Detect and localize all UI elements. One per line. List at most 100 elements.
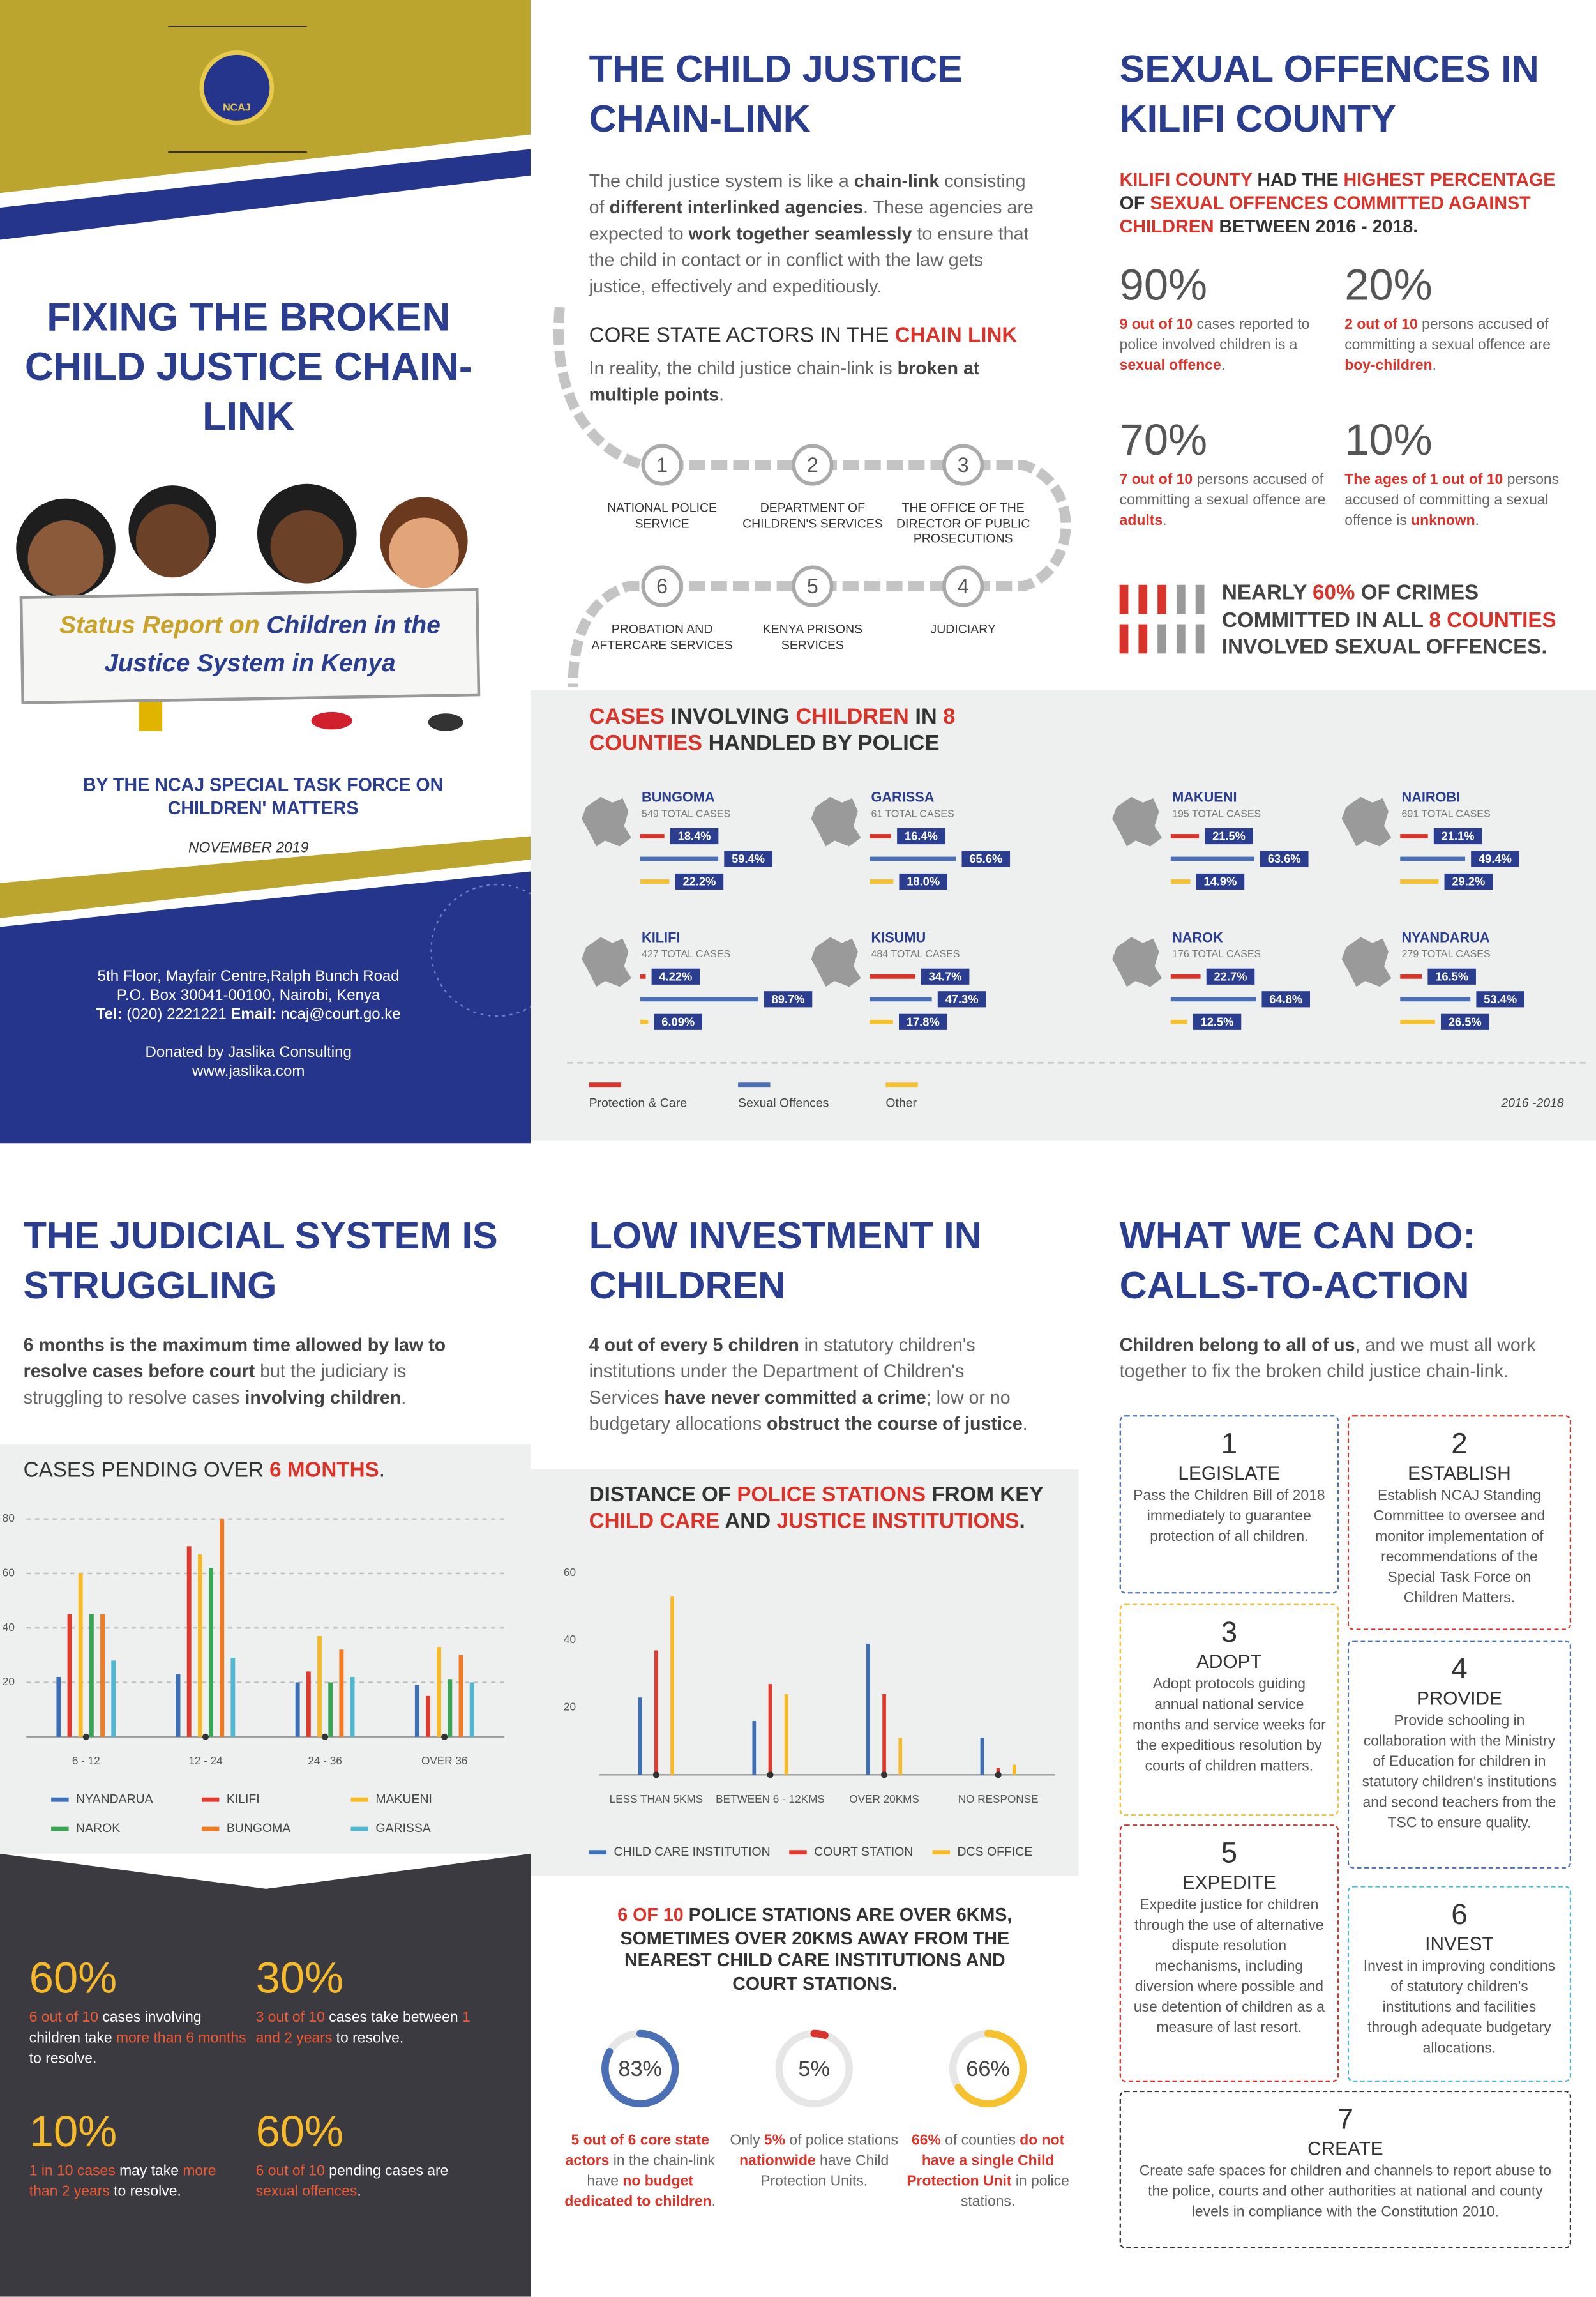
decoration bbox=[270, 510, 344, 584]
text-run: . bbox=[1432, 358, 1436, 375]
value-label-box bbox=[1206, 968, 1255, 985]
category-dot bbox=[881, 1771, 888, 1778]
address: 5th Floor, Mayfair Centre,Ralph Bunch Ro… bbox=[29, 968, 468, 1025]
value-label: 29.2% bbox=[1452, 874, 1485, 888]
action-card: 3 ADOPT Adopt protocols guiding annual nat… bbox=[1119, 1603, 1339, 1816]
donor-line: Donated by Jaslika Consulting bbox=[29, 1044, 468, 1063]
text-run: POLICE STATIONS ARE OVER 6KMS, SOMETIMES… bbox=[620, 1905, 1013, 1994]
donut-label: 83% bbox=[618, 2057, 662, 2081]
value-label: 21.1% bbox=[1442, 830, 1475, 843]
text-run: cases involving children take bbox=[29, 2010, 202, 2047]
text-run: 3 out of 10 bbox=[255, 2010, 325, 2027]
card-title: LEGISLATE bbox=[1178, 1462, 1281, 1484]
bar bbox=[426, 1695, 430, 1737]
text-run: to resolve. bbox=[332, 2030, 404, 2047]
action-card: 4 PROVIDE Provide schooling in collaborati… bbox=[1347, 1640, 1572, 1869]
card-title: CREATE bbox=[1307, 2137, 1383, 2160]
value-label: 4.22% bbox=[659, 969, 692, 983]
chart-title: DISTANCE OF POLICE STATIONS FROM KEY CHI… bbox=[589, 1482, 1064, 1535]
stat-value: 20% bbox=[1344, 261, 1433, 310]
node-number: 2 bbox=[807, 453, 818, 476]
value-label: 53.4% bbox=[1484, 992, 1517, 1006]
section-title: THE JUDICIAL SYSTEM IS STRUGGLING bbox=[23, 1213, 498, 1307]
value-label-box bbox=[921, 968, 970, 985]
text-run: have never committed a crime bbox=[664, 1387, 926, 1408]
node-number: 3 bbox=[958, 453, 969, 476]
text-run: consisting of bbox=[589, 171, 1026, 218]
decoration bbox=[135, 504, 209, 578]
card-title: PROVIDE bbox=[1416, 1687, 1502, 1709]
chain-node bbox=[641, 444, 683, 486]
text-run: boy-children bbox=[1344, 358, 1433, 375]
text-run: SEXUAL OFFENCES COMMITTED AGAINST CHILDR… bbox=[1119, 193, 1531, 237]
bar bbox=[784, 1694, 788, 1775]
address-line: Tel: (020) 2221221 Email: ncaj@court.go.… bbox=[29, 1006, 468, 1025]
bar bbox=[295, 1682, 300, 1737]
donut-arc bbox=[775, 2029, 853, 2108]
legend-label: MAKUENI bbox=[375, 1792, 432, 1806]
decoration bbox=[1138, 624, 1148, 654]
value-label-box bbox=[1196, 873, 1245, 890]
text-run: to ensure that the child in contact or i… bbox=[589, 224, 1029, 297]
judicial-intro: 6 months is the maximum time allowed by … bbox=[24, 1332, 450, 1411]
value-label-box bbox=[675, 873, 724, 890]
y-tick-label: 20 bbox=[564, 1701, 576, 1713]
bar bbox=[870, 997, 932, 1002]
byline: BY THE NCAJ SPECIAL TASK FORCE ON CHILDR… bbox=[82, 775, 444, 819]
text-run: nationwide bbox=[739, 2153, 816, 2170]
value-label-box bbox=[1261, 991, 1311, 1008]
text-run: to resolve. bbox=[109, 2184, 181, 2201]
text-run: CASES bbox=[589, 704, 665, 730]
bar bbox=[1170, 834, 1200, 838]
text-run: cases reported to police involved childr… bbox=[1119, 317, 1310, 354]
decoration bbox=[311, 711, 352, 730]
bar bbox=[448, 1679, 453, 1737]
text-run: CHILD CARE bbox=[589, 1510, 720, 1534]
section-title: THE CHILD JUSTICE CHAIN-LINK bbox=[589, 47, 963, 140]
text-run: sexual offences bbox=[255, 2184, 358, 2201]
card-text: Establish NCAJ Standing Committee to ove… bbox=[1373, 1488, 1546, 1607]
county-total: 195 TOTAL CASES bbox=[1172, 808, 1261, 819]
text-run: cases take between bbox=[324, 2010, 462, 2027]
text-run: do not have a single Child Protection Un… bbox=[907, 2133, 1065, 2190]
bar bbox=[980, 1738, 984, 1775]
text-run: pending cases are bbox=[324, 2164, 449, 2180]
action-card: 1 LEGISLATE Pass the Children Bill of 2018… bbox=[1119, 1415, 1339, 1594]
donut-text: 66% of counties do not have a single Chi… bbox=[903, 2132, 1073, 2213]
value-label: 89.7% bbox=[772, 992, 805, 1006]
county-total: 691 TOTAL CASES bbox=[1402, 808, 1491, 819]
text-run: sexual offence bbox=[1119, 358, 1221, 375]
county-total: 176 TOTAL CASES bbox=[1172, 948, 1261, 960]
cover-gold-band bbox=[0, 836, 531, 918]
value-label: 59.4% bbox=[732, 852, 765, 865]
x-tick-label: 6 - 12 bbox=[72, 1754, 100, 1767]
value-label-box bbox=[1471, 851, 1519, 867]
banner-text: Status Report on Children in the Justice… bbox=[36, 607, 463, 683]
decoration bbox=[428, 713, 463, 731]
text-run: Children belong to all of us bbox=[1119, 1335, 1355, 1356]
value-label: 49.4% bbox=[1479, 852, 1512, 865]
legend-label: COURT STATION bbox=[814, 1845, 913, 1859]
donut-text: 5 out of 6 core state actors in the chai… bbox=[555, 2132, 725, 2213]
sexual-highlight: NEARLY 60% OF CRIMES COMMITTED IN ALL 8 … bbox=[1222, 580, 1587, 662]
legend-label: Sexual Offences bbox=[738, 1096, 829, 1111]
text-run: P.O. Box 30041-00100, Nairobi, Kenya bbox=[116, 987, 380, 1004]
y-tick-label: 40 bbox=[564, 1633, 576, 1646]
chain-node bbox=[792, 565, 834, 607]
text-run: Children in the Justice System in Kenya bbox=[104, 610, 440, 677]
donut-text: Only 5% of police stations nationwide ha… bbox=[729, 2132, 899, 2193]
text-run: NEARLY bbox=[1221, 582, 1313, 605]
county-map bbox=[582, 937, 632, 987]
decoration bbox=[1195, 584, 1205, 614]
decoration bbox=[388, 517, 459, 588]
county-total: 279 TOTAL CASES bbox=[1402, 948, 1491, 960]
chain-note: In reality, the child justice chain-link… bbox=[589, 355, 1013, 407]
value-label: 22.7% bbox=[1214, 969, 1247, 983]
text-run: adults bbox=[1119, 513, 1163, 529]
card-number: 7 bbox=[1337, 2104, 1354, 2136]
donut-arc bbox=[601, 2029, 679, 2108]
value-label-box bbox=[1444, 873, 1493, 890]
chain-decoration bbox=[553, 306, 1071, 688]
text-run: www.jaslika.com bbox=[192, 1063, 305, 1080]
